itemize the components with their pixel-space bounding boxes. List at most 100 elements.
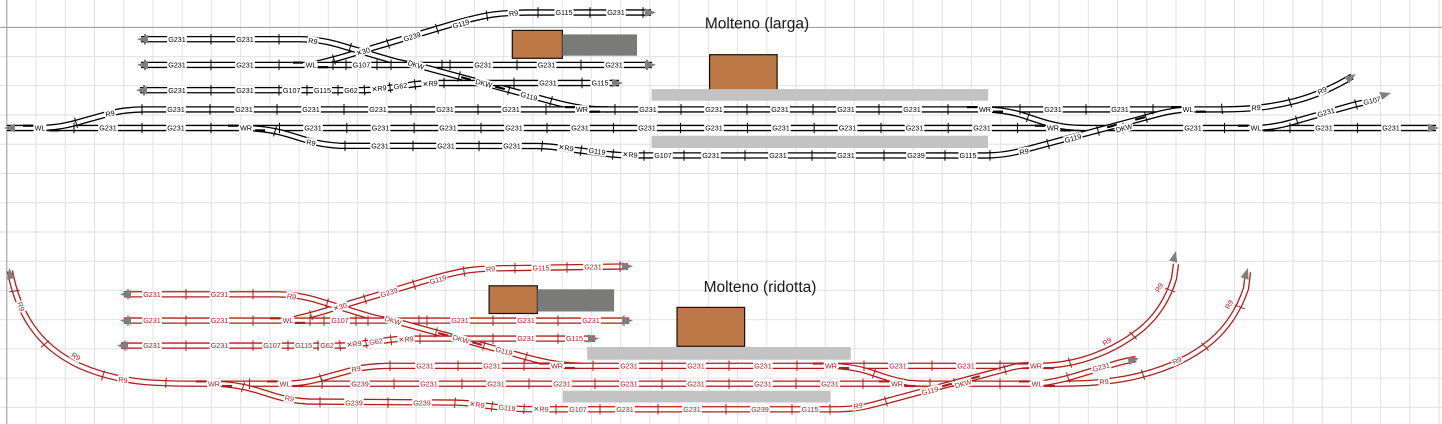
- endpoint-arrow-icon[interactable]: [622, 316, 633, 325]
- piece-label-text: G231: [235, 105, 253, 114]
- label-backdrop: [415, 361, 435, 370]
- label-backdrop: [771, 123, 791, 133]
- piece-label: WR: [824, 361, 838, 370]
- piece-label: ✕R9: [467, 399, 487, 410]
- piece-label: G231: [435, 105, 455, 114]
- piece-label: G231: [516, 316, 536, 325]
- piece-label: G231: [1315, 105, 1337, 119]
- label-backdrop: [568, 405, 588, 414]
- piece-label-text: G119: [498, 403, 516, 414]
- piece-label: G231: [235, 35, 255, 44]
- piece-label-text: G231: [687, 379, 705, 388]
- building-rect[interactable]: [488, 285, 539, 315]
- endpoint-arrow-icon[interactable]: [137, 60, 148, 70]
- piece-label-text: R9: [70, 350, 83, 362]
- piece-label: G231: [538, 79, 558, 88]
- piece-label-text: G119: [452, 17, 471, 30]
- endpoint-arrow-icon[interactable]: [117, 341, 128, 350]
- piece-label: WR: [890, 379, 904, 388]
- joint-tick: [413, 79, 417, 90]
- endpoint-arrow-icon[interactable]: [645, 8, 656, 17]
- endpoint-arrow-icon[interactable]: [120, 290, 131, 299]
- label-backdrop: [281, 86, 302, 95]
- piece-label-text: G231: [437, 142, 455, 151]
- piece-label: R9: [851, 400, 865, 411]
- track-path-core: [39, 74, 1353, 130]
- endpoint-arrow-icon[interactable]: [588, 334, 599, 343]
- piece-label: R9: [1249, 103, 1263, 113]
- label-backdrop: [956, 361, 976, 370]
- endpoint-arrow-icon[interactable]: [1240, 267, 1252, 280]
- endpoint-arrow-icon[interactable]: [612, 78, 623, 88]
- label-backdrop: [234, 105, 254, 114]
- plan-molteno-larga: G239 G119 R9 G115 G231 G231 G231 R9 ✕30 G231 G231 W…: [4, 7, 1439, 161]
- track-path[interactable]: [39, 73, 1354, 132]
- piece-label-text: G231: [584, 263, 602, 272]
- endpoint-arrow-icon[interactable]: [1169, 250, 1180, 263]
- piece-label-text: G119: [588, 146, 606, 157]
- label-backdrop: [1090, 360, 1112, 374]
- label-backdrop: [235, 86, 255, 95]
- endpoint-arrow-icon[interactable]: [1127, 354, 1140, 365]
- endpoint-arrow-icon[interactable]: [1428, 123, 1439, 133]
- piece-label: G231: [142, 316, 162, 325]
- endpoint-arrow-icon[interactable]: [5, 267, 16, 280]
- piece-label-text: G231: [903, 105, 921, 114]
- piece-label: G231: [836, 151, 856, 160]
- label-backdrop: [1017, 146, 1031, 157]
- label-backdrop: [1046, 123, 1060, 133]
- piece-label: G107: [262, 341, 282, 350]
- piece-label: G231: [615, 405, 635, 414]
- endpoint-arrow-icon[interactable]: [120, 316, 131, 325]
- piece-label-text: G231: [505, 124, 523, 133]
- label-backdrop: [235, 60, 255, 70]
- piece-label: WL: [33, 124, 47, 133]
- piece-label-text: G115: [959, 151, 976, 160]
- piece-label-text: ✕R9: [346, 338, 362, 349]
- piece-label-text: R9: [485, 264, 495, 274]
- shed-rect[interactable]: [562, 34, 637, 56]
- joint-tick: [240, 381, 246, 393]
- endpoint-arrow-icon[interactable]: [1379, 89, 1392, 101]
- endpoint-arrow-icon[interactable]: [4, 123, 15, 133]
- platform-rect[interactable]: [651, 135, 988, 148]
- piece-label: ✕R9: [421, 79, 439, 89]
- label-backdrop: [638, 105, 658, 114]
- piece-label-text: G231: [605, 60, 623, 69]
- label-backdrop: [902, 105, 922, 114]
- joint-tick: [612, 149, 614, 160]
- piece-label-text: G119: [1064, 132, 1083, 145]
- piece-label-text: G62: [320, 341, 334, 350]
- piece-label-text: G115: [591, 79, 608, 88]
- piece-label-text: G62: [369, 336, 384, 347]
- endpoint-arrow-icon[interactable]: [137, 35, 148, 44]
- piece-label: G231: [209, 341, 230, 350]
- building-rect[interactable]: [676, 306, 746, 347]
- piece-label: G115: [590, 79, 610, 88]
- piece-label: ✕R9: [397, 334, 415, 344]
- building-rect[interactable]: [708, 54, 778, 92]
- label-backdrop: [401, 29, 423, 44]
- label-backdrop: [552, 379, 572, 388]
- piece-label: G231: [1314, 124, 1334, 133]
- piece-label: G231: [235, 60, 255, 69]
- endpoint-arrow-icon[interactable]: [1344, 70, 1358, 84]
- endpoint-arrow-icon[interactable]: [136, 86, 147, 95]
- piece-label-text: G119: [520, 90, 539, 103]
- platform-rect[interactable]: [562, 390, 831, 403]
- track-path[interactable]: [124, 291, 394, 324]
- platform-rect[interactable]: [587, 347, 851, 360]
- endpoint-arrow-icon[interactable]: [622, 262, 633, 271]
- label-backdrop: [768, 151, 788, 160]
- label-backdrop: [435, 105, 455, 114]
- endpoint-arrow-icon[interactable]: [645, 60, 656, 70]
- platform-rect[interactable]: [651, 89, 989, 101]
- piece-label: G231: [638, 105, 658, 114]
- building-rect[interactable]: [511, 29, 563, 59]
- piece-label-text: R9: [508, 8, 518, 18]
- shed-rect[interactable]: [537, 289, 615, 312]
- label-backdrop: [319, 341, 335, 350]
- piece-label-text: G231: [771, 105, 789, 114]
- piece-label-text: G62: [344, 86, 358, 95]
- piece-label-text: G231: [436, 105, 454, 114]
